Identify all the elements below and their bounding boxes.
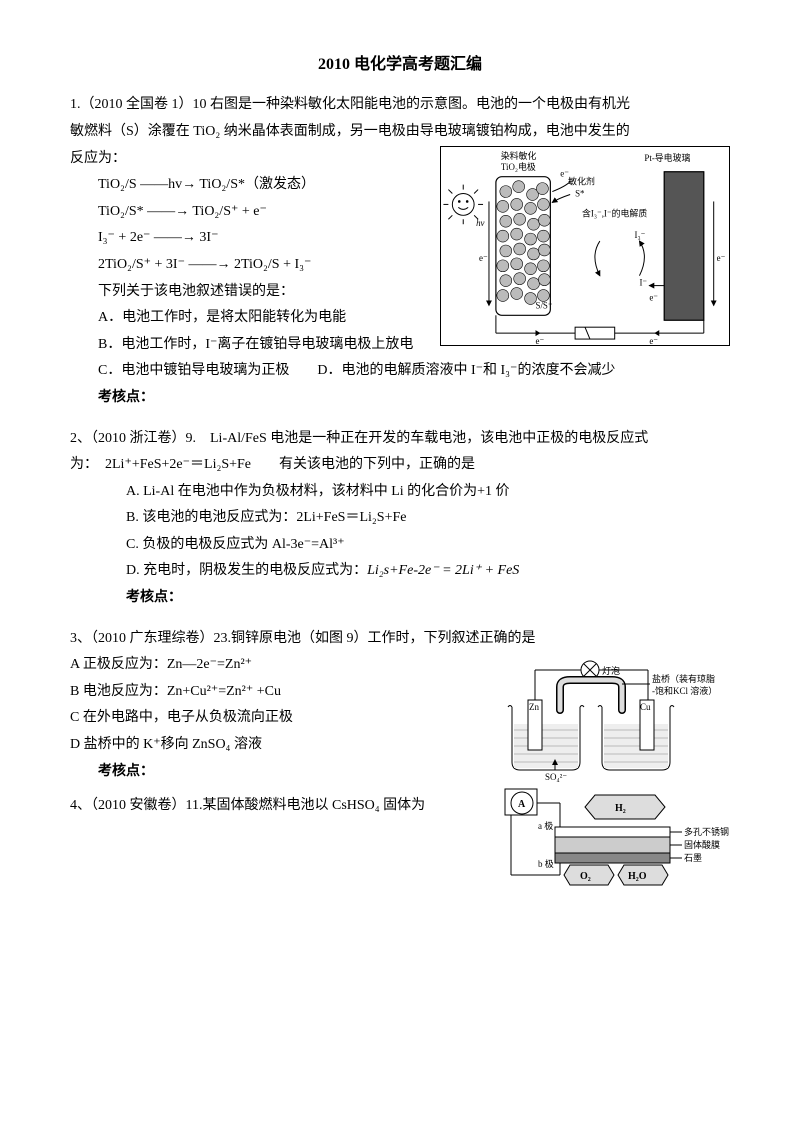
q1-fig-electrolyte: 含I₃⁻,I⁻的电解质 bbox=[582, 207, 647, 218]
question-4: A H₂ a 极 b 极 多孔不锈钢 固体酸膜 石墨 bbox=[70, 793, 730, 887]
q4-fig-steel: 多孔不锈钢 bbox=[684, 826, 729, 837]
svg-text:b 极: b 极 bbox=[538, 858, 554, 869]
q1-fig-sensitizer: 敏化剂 bbox=[568, 175, 595, 186]
question-2: 2、（2010 浙江卷）9. Li-Al/FeS 电池是一种正在开发的车载电池，… bbox=[70, 426, 730, 612]
q2-opt-d-eq: Li₂s+Fe-2e⁻ = 2Li⁺ + FeS bbox=[367, 563, 519, 578]
svg-text:e⁻: e⁻ bbox=[649, 336, 658, 346]
q4-fig-acid: 固体酸膜 bbox=[684, 839, 720, 850]
q1-fig-label-tio2: 染料敏化 bbox=[501, 149, 537, 160]
q2-opt-c: C. 负极的电极反应式为 Al-3e⁻=Al³⁺ bbox=[70, 532, 730, 559]
q1-figure: 染料敏化 TiO₂电极 Pt-导电玻璃 hv e⁻ 敏化剂 S* e⁻ bbox=[440, 146, 730, 346]
question-3: 3、（2010 广东理综卷）23.铜锌原电池（如图 9）工作时，下列叙述正确的是… bbox=[70, 626, 730, 793]
q1-fig-label-pt: Pt-导电玻璃 bbox=[644, 151, 690, 162]
q2-stem-b: 为： 2Li⁺+FeS+2e⁻＝Li₂S+Fe 有关该电池的下列中，正确的是 bbox=[70, 452, 730, 479]
q1-stem-a: 1.（2010 全国卷 1）10 右图是一种染料敏化太阳能电池的示意图。电池的一… bbox=[70, 92, 730, 119]
page-title: 2010 电化学高考题汇编 bbox=[70, 50, 730, 80]
q3-fig-so4: SO₄²⁻ bbox=[545, 772, 567, 782]
svg-text:e⁻: e⁻ bbox=[717, 252, 726, 262]
svg-text:I⁻: I⁻ bbox=[639, 277, 647, 287]
svg-text:S/S⁺: S/S⁺ bbox=[536, 300, 553, 310]
q2-opt-d: D. 充电时，阴极发生的电极反应式为：Li₂s+Fe-2e⁻ = 2Li⁺ + … bbox=[70, 558, 730, 585]
q2-opt-d-pre: D. 充电时，阴极发生的电极反应式为： bbox=[126, 563, 367, 578]
q3-fig-zn: Zn bbox=[529, 702, 539, 712]
svg-text:a 极: a 极 bbox=[538, 820, 553, 831]
svg-text:TiO₂电极: TiO₂电极 bbox=[501, 160, 536, 171]
q1-opt-cd: C．电池中镀铂导电玻璃为正极 D．电池的电解质溶液中 I⁻和 I₃⁻的浓度不会减… bbox=[70, 358, 730, 385]
q2-opt-b: B. 该电池的电池反应式为：2Li+FeS＝Li₂S+Fe bbox=[70, 505, 730, 532]
svg-text:e⁻: e⁻ bbox=[560, 168, 569, 178]
svg-text:O₂: O₂ bbox=[580, 871, 591, 882]
q3-stem: 3、（2010 广东理综卷）23.铜锌原电池（如图 9）工作时，下列叙述正确的是 bbox=[70, 626, 730, 653]
q4-figure: A H₂ a 极 b 极 多孔不锈钢 固体酸膜 石墨 bbox=[500, 787, 730, 887]
svg-text:I₃⁻: I₃⁻ bbox=[635, 230, 646, 240]
q2-key: 考核点： bbox=[70, 585, 730, 612]
svg-text:H₂O: H₂O bbox=[628, 871, 647, 882]
q3-fig-cu: Cu bbox=[640, 702, 651, 712]
q2-stem-a: 2、（2010 浙江卷）9. Li-Al/FeS 电池是一种正在开发的车载电池，… bbox=[70, 426, 730, 453]
q1-stem-b: 敏燃料（S）涂覆在 TiO₂ 纳米晶体表面制成，另一电极由导电玻璃镀铂构成，电池… bbox=[70, 119, 730, 146]
q3-fig-saltbridge-1: 盐桥（装有琼脂 bbox=[652, 673, 715, 684]
svg-text:e⁻: e⁻ bbox=[536, 336, 545, 346]
q1-key: 考核点： bbox=[70, 385, 730, 412]
q1-fig-e-left: e⁻ bbox=[479, 252, 488, 262]
q4-fig-graphite: 石墨 bbox=[684, 853, 702, 863]
q1-opt-d: D．电池的电解质溶液中 I⁻和 I₃⁻的浓度不会减少 bbox=[317, 363, 615, 378]
svg-text:e⁻: e⁻ bbox=[649, 292, 658, 302]
svg-text:S*: S* bbox=[575, 188, 585, 198]
q1-opt-c: C．电池中镀铂导电玻璃为正极 bbox=[98, 363, 289, 378]
svg-text:H₂: H₂ bbox=[615, 803, 626, 814]
svg-text:hv: hv bbox=[476, 218, 484, 228]
q3-figure: 灯泡 盐桥（装有琼脂 -饱和KCl 溶液） Zn bbox=[500, 652, 730, 793]
question-1: 1.（2010 全国卷 1）10 右图是一种染料敏化太阳能电池的示意图。电池的一… bbox=[70, 92, 730, 411]
q3-fig-saltbridge-2: -饱和KCl 溶液） bbox=[652, 685, 717, 696]
q2-opt-a: A. Li-Al 在电池中作为负极材料，该材料中 Li 的化合价为+1 价 bbox=[70, 479, 730, 506]
svg-text:A: A bbox=[518, 799, 526, 810]
